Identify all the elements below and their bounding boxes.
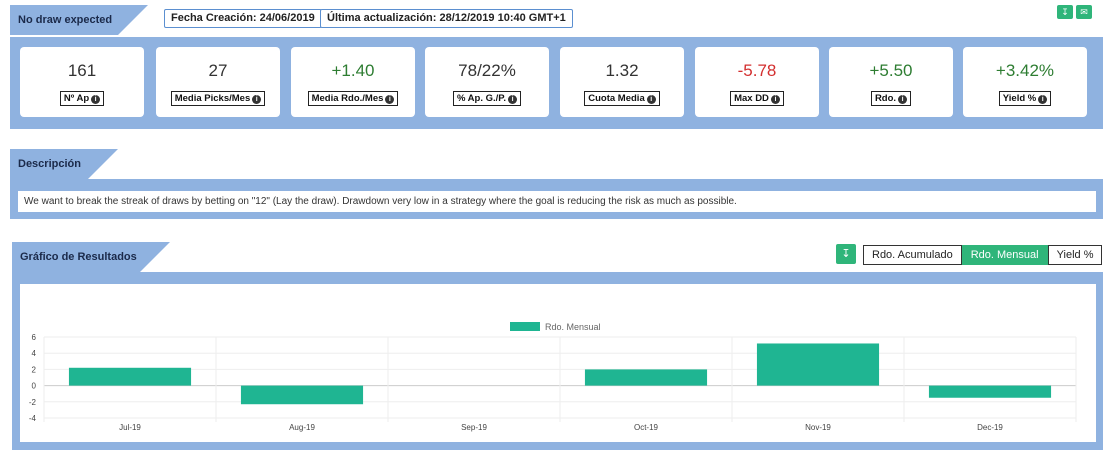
stat-label-text: Media Picks/Mes bbox=[174, 93, 251, 104]
info-icon[interactable]: i bbox=[1038, 95, 1048, 104]
stat-label[interactable]: Media Rdo./Mes i bbox=[307, 91, 399, 106]
description-text: We want to break the streak of draws by … bbox=[18, 191, 1096, 212]
strategy-name: No draw expected bbox=[18, 14, 113, 26]
stat-value: +5.50 bbox=[869, 61, 913, 80]
info-icon[interactable]: i bbox=[91, 95, 101, 104]
x-tick-label: Sep-19 bbox=[461, 423, 487, 432]
x-tick-label: Oct-19 bbox=[634, 423, 659, 432]
stat-value: -5.78 bbox=[737, 61, 777, 80]
stat-value: 1.32 bbox=[605, 61, 639, 80]
stat-card: +5.50 Rdo. i bbox=[829, 47, 953, 117]
stat-card: +1.40 Media Rdo./Mes i bbox=[291, 47, 415, 117]
y-tick-label: 6 bbox=[32, 333, 37, 342]
results-chart: Rdo. Mensual 6 4 2 0 -2 -4 Jul-19 Aug-19 Sep-19 Oc… bbox=[29, 322, 1077, 432]
btn-yield[interactable]: Yield % bbox=[1047, 245, 1103, 265]
description-tab: Descripción bbox=[10, 149, 118, 179]
info-icon[interactable]: i bbox=[385, 95, 395, 104]
stat-label-text: Rdo. bbox=[874, 93, 897, 104]
y-tick-label: -4 bbox=[29, 414, 37, 423]
stat-label[interactable]: Cuota Media i bbox=[584, 91, 660, 106]
stat-card: +3.42% Yield % i bbox=[963, 47, 1087, 117]
bar bbox=[928, 385, 1052, 398]
x-tick-label: Dec-19 bbox=[977, 423, 1003, 432]
stat-label-text: Max DD bbox=[734, 93, 769, 104]
stat-value: +1.40 bbox=[331, 61, 375, 80]
stat-value: 27 bbox=[208, 61, 228, 80]
bar bbox=[584, 369, 708, 386]
stat-label[interactable]: Max DD i bbox=[730, 91, 784, 106]
info-icon[interactable]: i bbox=[898, 95, 908, 104]
x-tick-label: Jul-19 bbox=[119, 423, 141, 432]
stat-label[interactable]: % Ap. G./P. i bbox=[452, 91, 522, 106]
chart-download-icon[interactable]: ↧ bbox=[836, 244, 856, 264]
stat-value: 78/22% bbox=[458, 61, 516, 80]
stat-value: +3.42% bbox=[995, 61, 1055, 80]
bar bbox=[240, 385, 364, 405]
info-icon[interactable]: i bbox=[646, 95, 656, 104]
chart-frame: Rdo. Mensual 6 4 2 0 -2 -4 Jul-19 Aug-19 Sep-19 Oc… bbox=[20, 284, 1096, 442]
stat-card: 27 Media Picks/Mes i bbox=[156, 47, 280, 117]
y-tick-label: 2 bbox=[32, 365, 37, 374]
strategy-name-tab: No draw expected bbox=[10, 5, 148, 35]
stat-label-text: Media Rdo./Mes bbox=[311, 93, 384, 104]
stat-label[interactable]: Media Picks/Mes i bbox=[170, 91, 266, 106]
info-icon[interactable]: i bbox=[770, 95, 780, 104]
stat-value: 161 bbox=[67, 61, 97, 80]
stat-label-text: Cuota Media bbox=[588, 93, 645, 104]
bar bbox=[68, 367, 192, 386]
x-tick-label: Aug-19 bbox=[289, 423, 315, 432]
y-tick-label: -2 bbox=[29, 398, 37, 407]
download-icon[interactable]: ↧ bbox=[1057, 5, 1073, 19]
stat-card: -5.78 Max DD i bbox=[695, 47, 819, 117]
mail-icon[interactable]: ✉ bbox=[1076, 5, 1092, 19]
legend-swatch bbox=[510, 322, 540, 331]
stat-label-text: Nº Ap bbox=[63, 93, 90, 104]
legend-label: Rdo. Mensual bbox=[545, 322, 601, 332]
btn-rdo-acumulado[interactable]: Rdo. Acumulado bbox=[863, 245, 962, 265]
info-icon[interactable]: i bbox=[508, 95, 518, 104]
stat-label[interactable]: Nº Ap i bbox=[59, 91, 105, 106]
stat-label-text: Yield % bbox=[1002, 93, 1037, 104]
bar bbox=[756, 343, 880, 386]
last-update: Última actualización: 28/12/2019 10:40 G… bbox=[320, 9, 573, 28]
y-tick-label: 0 bbox=[32, 382, 37, 391]
chart-view-toggle: Rdo. Acumulado Rdo. Mensual Yield % bbox=[863, 245, 1103, 265]
creation-date: Fecha Creación: 24/06/2019 bbox=[164, 9, 322, 28]
stat-label[interactable]: Rdo. i bbox=[870, 91, 912, 106]
description-title: Descripción bbox=[18, 158, 81, 170]
info-icon[interactable]: i bbox=[252, 95, 262, 104]
stat-card: 78/22% % Ap. G./P. i bbox=[425, 47, 549, 117]
results-title: Gráfico de Resultados bbox=[20, 251, 137, 263]
stat-label-text: % Ap. G./P. bbox=[456, 93, 507, 104]
x-tick-label: Nov-19 bbox=[805, 423, 831, 432]
y-tick-label: 4 bbox=[32, 349, 37, 358]
stat-card: 1.32 Cuota Media i bbox=[560, 47, 684, 117]
stat-card: 161 Nº Ap i bbox=[20, 47, 144, 117]
stat-label[interactable]: Yield % i bbox=[998, 91, 1052, 106]
results-tab: Gráfico de Resultados bbox=[12, 242, 170, 272]
btn-rdo-mensual[interactable]: Rdo. Mensual bbox=[961, 245, 1048, 265]
